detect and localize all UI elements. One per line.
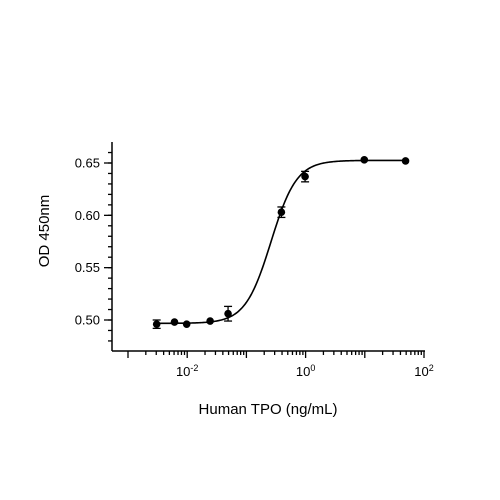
y-axis-title: OD 450nm: [36, 195, 53, 268]
points-layer: [152, 156, 410, 330]
y-tick-label: 0.60: [75, 208, 100, 223]
y-tick-label: 0.65: [75, 156, 100, 171]
fit-curve: [156, 159, 406, 325]
data-point: [152, 320, 161, 328]
data-point: [277, 208, 286, 216]
data-point: [360, 156, 369, 164]
x-ticks: 10-2 100 102: [127, 351, 434, 379]
x-tick-label: 10-2: [176, 363, 198, 379]
data-point: [401, 157, 410, 165]
x-axis-title: Human TPO (ng/mL): [199, 401, 338, 418]
data-point: [206, 317, 214, 325]
y-tick-label: 0.55: [75, 260, 100, 275]
fit-layer: [156, 159, 406, 325]
data-point: [182, 320, 191, 328]
data-point: [224, 309, 232, 318]
data-point: [170, 318, 179, 326]
y-tick-label: 0.50: [75, 313, 100, 328]
x-tick-label: 102: [414, 363, 433, 379]
data-point: [301, 172, 309, 181]
x-tick-label: 100: [296, 363, 315, 379]
y-ticks: 0.50 0.55 0.60 0.65: [75, 151, 112, 342]
